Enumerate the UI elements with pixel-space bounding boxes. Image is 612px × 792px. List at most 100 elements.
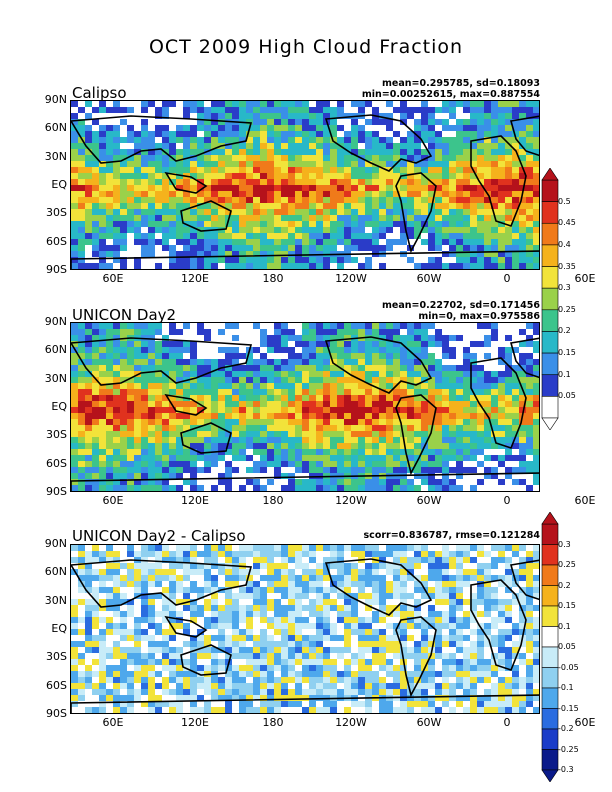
lon-tick-label: 120W bbox=[335, 272, 367, 285]
colorbar-label: 0.5 bbox=[558, 196, 571, 206]
colorbar-label: -0.25 bbox=[558, 744, 579, 754]
lat-tick-label: 30N bbox=[44, 371, 67, 385]
coastline bbox=[509, 559, 539, 601]
colorbar-difference bbox=[541, 512, 559, 782]
colorbar-label: 0.05 bbox=[558, 642, 576, 651]
lon-tick-label: 0 bbox=[503, 494, 511, 507]
figure-title: OCT 2009 High Cloud Fraction bbox=[148, 36, 464, 58]
coastline bbox=[180, 644, 232, 676]
lat-tick-label: 90S bbox=[46, 263, 67, 276]
panel-3-stats-line1: scorr=0.836787, rmse=0.121284 bbox=[363, 530, 540, 541]
panel-1-stats: mean=0.295785, sd=0.18093 min=0.00252615… bbox=[362, 78, 540, 100]
colorbar-label: 0.1 bbox=[558, 621, 571, 631]
lat-tick-label: 60S bbox=[46, 456, 67, 470]
coastline bbox=[509, 337, 539, 379]
colorbar-label: 0.3 bbox=[558, 283, 571, 293]
panel-1-stats-line1: mean=0.295785, sd=0.18093 bbox=[382, 78, 540, 89]
lat-tick-label: 30S bbox=[46, 206, 67, 220]
lat-tick-label: 30N bbox=[44, 593, 67, 607]
colorbar-label: 0.45 bbox=[558, 218, 576, 228]
lat-tick-label: 90N bbox=[44, 93, 67, 106]
lon-tick-label: 0 bbox=[503, 716, 511, 729]
lat-tick-label: 60S bbox=[46, 234, 67, 248]
colorbar-label: 0.15 bbox=[558, 348, 576, 358]
colorbar-label: 0.3 bbox=[558, 539, 571, 549]
panel-3-title: UNICON Day2 - Calipso bbox=[72, 527, 246, 545]
coastline bbox=[324, 558, 433, 616]
colorbar-label: -0.15 bbox=[558, 703, 579, 713]
lat-tick-label: 60N bbox=[44, 343, 67, 357]
panel-2-title: UNICON Day2 bbox=[72, 306, 177, 324]
coastline bbox=[470, 135, 527, 227]
lon-tick-label: 60E bbox=[102, 716, 124, 729]
lon-tick-label: 180 bbox=[262, 494, 284, 507]
lon-tick-label: 60E bbox=[574, 494, 596, 507]
difference-map bbox=[70, 544, 540, 714]
colorbar-swatch bbox=[541, 667, 559, 689]
lat-tick-label: 60S bbox=[46, 678, 67, 692]
coastline bbox=[470, 357, 527, 449]
colorbar-arrow-top bbox=[541, 512, 559, 525]
colorbar-swatch bbox=[541, 708, 559, 730]
coastline bbox=[71, 694, 539, 713]
coastline bbox=[71, 337, 253, 386]
panel-2-stats-line1: mean=0.22702, sd=0.171456 bbox=[382, 300, 540, 311]
lon-tick-label: 0 bbox=[503, 272, 511, 285]
colorbar-label: 0.1 bbox=[558, 369, 571, 379]
colorbar-swatch bbox=[541, 564, 559, 586]
colorbar-label: 0.05 bbox=[558, 391, 576, 401]
coastline bbox=[395, 172, 437, 254]
colorbar-arrow-top bbox=[541, 168, 559, 181]
lat-tick-label: 90N bbox=[44, 315, 67, 328]
coastline bbox=[324, 336, 433, 394]
colorbar-swatch bbox=[541, 201, 559, 224]
lat-tick-label: 60N bbox=[44, 121, 67, 135]
colorbar-label: 0.4 bbox=[558, 239, 571, 249]
unicon-map bbox=[70, 322, 540, 492]
lat-tick-label: EQ bbox=[51, 400, 67, 413]
lon-tick-label: 120E bbox=[181, 716, 209, 729]
coastline bbox=[324, 114, 433, 172]
coastline bbox=[71, 115, 253, 164]
lat-tick-label: 30S bbox=[46, 650, 67, 664]
lon-tick-label: 60E bbox=[102, 494, 124, 507]
colorbar-swatch bbox=[541, 523, 559, 545]
coastline bbox=[509, 115, 539, 157]
lat-tick-label: 30N bbox=[44, 149, 67, 163]
coastline bbox=[470, 579, 527, 671]
colorbar-swatch bbox=[541, 646, 559, 668]
panel-3-stats: scorr=0.836787, rmse=0.121284 bbox=[364, 530, 540, 541]
lat-tick-label: 60N bbox=[44, 565, 67, 579]
coastline bbox=[180, 422, 232, 454]
colorbar-arrow-bottom bbox=[541, 769, 559, 782]
colorbar-swatch bbox=[541, 331, 559, 354]
map-field bbox=[71, 323, 539, 491]
lon-tick-label: 120E bbox=[181, 272, 209, 285]
colorbar-swatch bbox=[541, 244, 559, 267]
colorbar-label: -0.05 bbox=[558, 662, 579, 672]
colorbar-swatch bbox=[541, 287, 559, 311]
colorbar-label: -0.3 bbox=[558, 765, 574, 774]
colorbar-label: 0.15 bbox=[558, 601, 576, 610]
colorbar-swatch bbox=[541, 352, 559, 376]
colorbar-label: 0.2 bbox=[558, 580, 571, 590]
colorbar-swatch bbox=[541, 585, 559, 607]
lat-tick-label: EQ bbox=[51, 622, 67, 635]
map-field bbox=[71, 101, 539, 269]
lon-tick-label: 60E bbox=[574, 716, 596, 729]
coastline bbox=[164, 171, 208, 194]
lat-tick-label: 90S bbox=[46, 485, 67, 498]
lon-tick-label: 120W bbox=[335, 716, 367, 729]
colorbar-label: 0.35 bbox=[558, 261, 576, 271]
lon-tick-label: 60E bbox=[102, 272, 124, 285]
coastline bbox=[395, 394, 437, 476]
colorbar-swatch bbox=[541, 749, 559, 771]
colorbar-swatch bbox=[541, 374, 559, 397]
colorbar-cloud-fraction bbox=[541, 168, 559, 430]
panel-2-stats-line2: min=0, max=0.975586 bbox=[418, 311, 540, 322]
colorbar-label: 0.25 bbox=[558, 560, 576, 569]
coastline bbox=[164, 615, 208, 638]
lon-tick-label: 180 bbox=[262, 716, 284, 729]
colorbar-swatch bbox=[541, 179, 559, 202]
colorbar-swatch bbox=[541, 396, 559, 419]
